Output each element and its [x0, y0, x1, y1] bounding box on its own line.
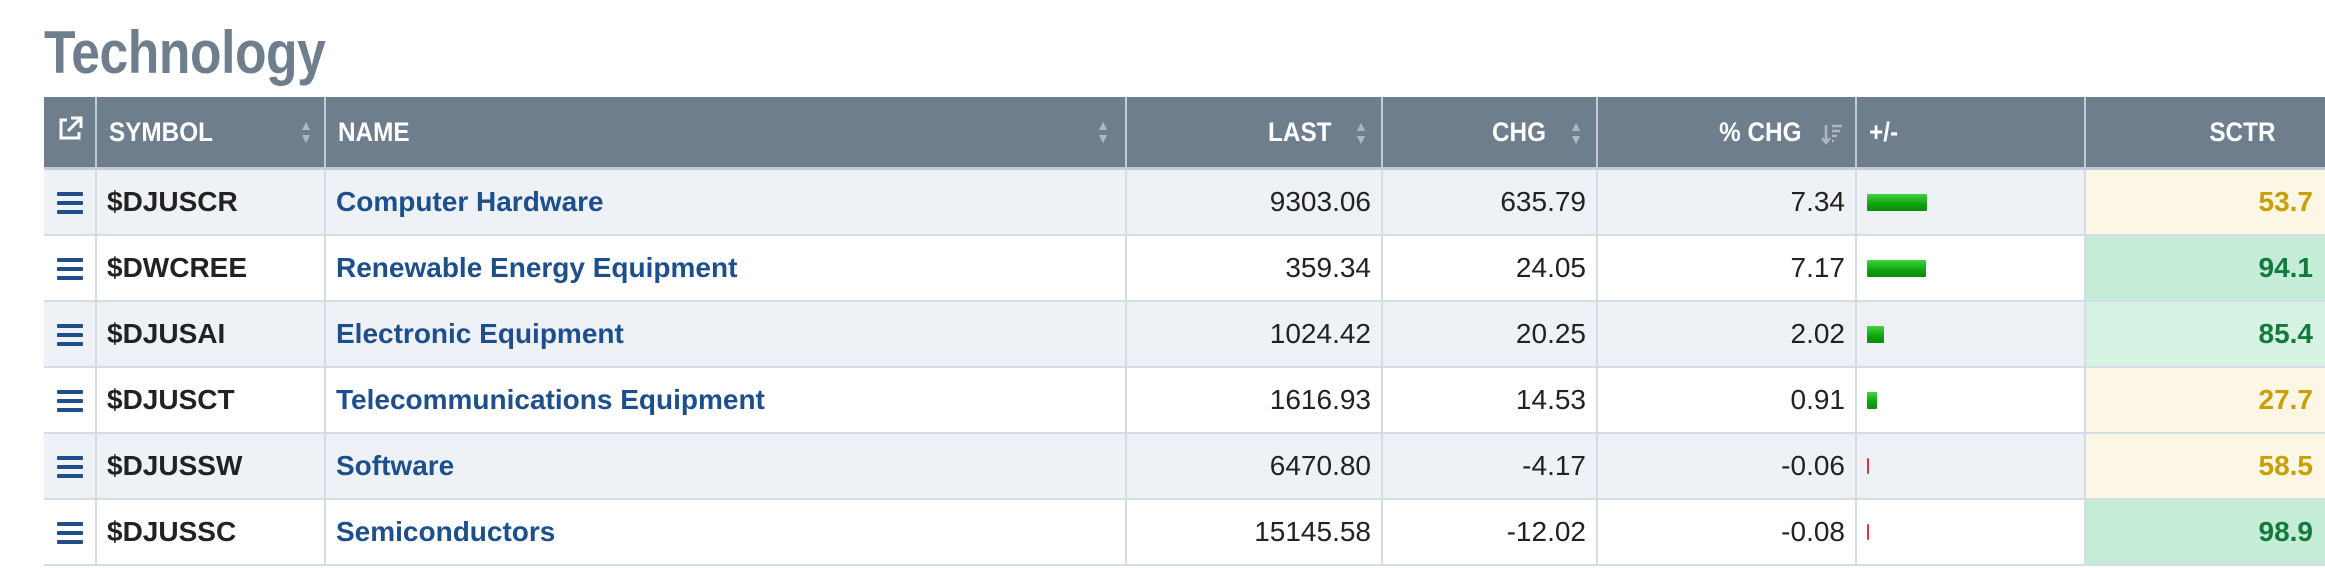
row-menu-cell[interactable] — [44, 367, 96, 434]
plus-minus-header-label: +/- — [1869, 116, 1899, 147]
last-cell: 1616.93 — [1125, 367, 1382, 434]
last-header-label: LAST — [1268, 116, 1332, 147]
chg-cell: 24.05 — [1381, 235, 1597, 302]
name-link[interactable]: Software — [336, 450, 455, 481]
sctr-cell: 85.4 — [2084, 301, 2325, 368]
name-cell: Electronic Equipment — [324, 301, 1126, 368]
hamburger-menu-icon[interactable] — [56, 253, 83, 285]
plus-minus-cell — [1855, 168, 2085, 236]
hamburger-menu-icon[interactable] — [56, 517, 83, 549]
symbol-cell: $DJUSCR — [95, 168, 325, 236]
change-bar — [1867, 259, 1926, 277]
name-column-header[interactable]: NAME ▲ ▼ — [324, 97, 1126, 170]
change-bar — [1867, 325, 1884, 343]
external-link-icon[interactable] — [55, 114, 85, 151]
table-row: $DWCREE Renewable Energy Equipment 359.34 2… — [44, 235, 2325, 302]
chg-cell: 635.79 — [1381, 168, 1597, 236]
change-bar — [1867, 193, 1927, 211]
pct-chg-cell: -0.08 — [1596, 499, 1856, 566]
change-bar — [1867, 458, 1869, 474]
plus-minus-cell — [1855, 235, 2085, 302]
symbol-cell: $DJUSCT — [95, 367, 325, 434]
chg-cell: -12.02 — [1381, 499, 1597, 566]
sctr-cell: 94.1 — [2084, 235, 2325, 302]
last-cell: 359.34 — [1125, 235, 1382, 302]
sort-arrows-icon[interactable]: ▲ ▼ — [1096, 117, 1110, 146]
chg-cell: 20.25 — [1381, 301, 1597, 368]
row-menu-cell[interactable] — [44, 168, 96, 236]
last-column-header[interactable]: LAST ▲ ▼ — [1125, 97, 1382, 170]
last-cell: 15145.58 — [1125, 499, 1382, 566]
sort-arrows-icon[interactable]: ▲ ▼ — [1569, 118, 1583, 148]
symbol-header-label: SYMBOL — [109, 116, 213, 147]
name-header-label: NAME — [338, 116, 410, 147]
symbol-cell: $DJUSSC — [95, 499, 325, 566]
name-link[interactable]: Electronic Equipment — [336, 318, 624, 349]
sctr-column-header[interactable]: SCTR — [2084, 97, 2325, 170]
table-row: $DJUSSC Semiconductors 15145.58 -12.02 -0.08… — [44, 499, 2325, 566]
chg-cell: 14.53 — [1381, 367, 1597, 434]
chg-column-header[interactable]: CHG ▲ ▼ — [1381, 97, 1597, 170]
sector-table: SYMBOL ▲ ▼ NAME ▲ ▼ LAST ▲ ▼ CHG ▲ ▼ % CHG — [44, 97, 2325, 566]
hamburger-menu-icon[interactable] — [56, 319, 83, 351]
table-header-row: SYMBOL ▲ ▼ NAME ▲ ▼ LAST ▲ ▼ CHG ▲ ▼ % CHG — [44, 97, 2325, 170]
change-bar — [1867, 391, 1877, 409]
sctr-cell: 98.9 — [2084, 499, 2325, 566]
last-cell: 1024.42 — [1125, 301, 1382, 368]
pct-chg-cell: 2.02 — [1596, 301, 1856, 368]
last-cell: 6470.80 — [1125, 433, 1382, 500]
hamburger-menu-icon[interactable] — [56, 187, 83, 219]
open-column-header[interactable] — [44, 97, 96, 170]
sctr-header-label: SCTR — [2208, 116, 2275, 147]
sctr-cell: 58.5 — [2084, 433, 2325, 500]
symbol-cell: $DJUSAI — [95, 301, 325, 368]
plus-minus-cell — [1855, 367, 2085, 434]
name-cell: Telecommunications Equipment — [324, 367, 1126, 434]
sort-arrows-icon[interactable]: ▲ ▼ — [299, 117, 313, 146]
table-row: $DJUSCR Computer Hardware 9303.06 635.79 7.3… — [44, 168, 2325, 236]
name-cell: Renewable Energy Equipment — [324, 235, 1126, 302]
name-link[interactable]: Renewable Energy Equipment — [336, 252, 738, 283]
table-row: $DJUSSW Software 6470.80 -4.17 -0.06 58.5 — [44, 433, 2325, 500]
page-title: Technology — [44, 19, 326, 86]
pct-chg-cell: 0.91 — [1596, 367, 1856, 434]
pct-chg-cell: 7.17 — [1596, 235, 1856, 302]
symbol-column-header[interactable]: SYMBOL ▲ ▼ — [95, 97, 325, 170]
name-link[interactable]: Telecommunications Equipment — [336, 384, 765, 415]
table-row: $DJUSCT Telecommunications Equipment 1616.… — [44, 367, 2325, 434]
hamburger-menu-icon[interactable] — [56, 385, 83, 417]
symbol-cell: $DWCREE — [95, 235, 325, 302]
plus-minus-cell — [1855, 301, 2085, 368]
table-row: $DJUSAI Electronic Equipment 1024.42 20.25 2… — [44, 301, 2325, 368]
pct-chg-header-label: % CHG — [1719, 116, 1802, 147]
symbol-cell: $DJUSSW — [95, 433, 325, 500]
name-cell: Semiconductors — [324, 499, 1126, 566]
sort-arrows-icon[interactable]: ▲ ▼ — [1354, 118, 1368, 148]
pct-chg-column-header[interactable]: % CHG — [1596, 97, 1856, 170]
name-cell: Software — [324, 433, 1126, 500]
plus-minus-cell — [1855, 499, 2085, 566]
change-bar — [1867, 524, 1869, 540]
name-link[interactable]: Computer Hardware — [336, 186, 604, 217]
sort-descending-icon[interactable] — [1821, 119, 1843, 146]
pct-chg-cell: 7.34 — [1596, 168, 1856, 236]
sctr-cell: 53.7 — [2084, 168, 2325, 236]
plus-minus-cell — [1855, 433, 2085, 500]
name-cell: Computer Hardware — [324, 168, 1126, 236]
chg-cell: -4.17 — [1381, 433, 1597, 500]
sctr-cell: 27.7 — [2084, 367, 2325, 434]
name-link[interactable]: Semiconductors — [336, 516, 556, 547]
row-menu-cell[interactable] — [44, 235, 96, 302]
row-menu-cell[interactable] — [44, 433, 96, 500]
plus-minus-column-header: +/- — [1855, 97, 2085, 170]
row-menu-cell[interactable] — [44, 301, 96, 368]
hamburger-menu-icon[interactable] — [56, 451, 83, 483]
pct-chg-cell: -0.06 — [1596, 433, 1856, 500]
chg-header-label: CHG — [1492, 116, 1547, 147]
row-menu-cell[interactable] — [44, 499, 96, 566]
last-cell: 9303.06 — [1125, 168, 1382, 236]
